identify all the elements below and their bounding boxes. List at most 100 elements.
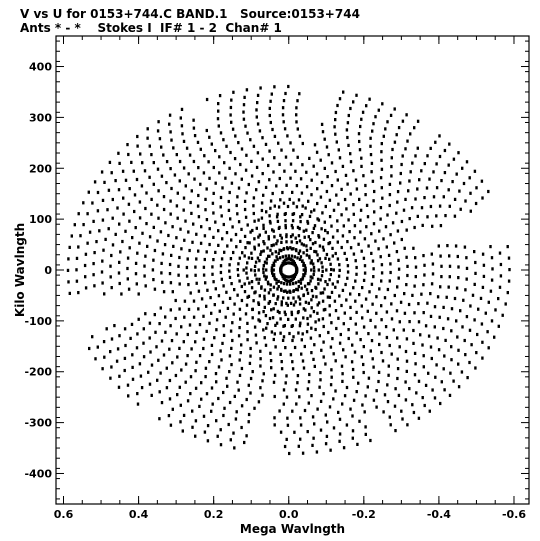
- uv-point: [213, 336, 216, 340]
- uv-point: [326, 231, 329, 235]
- uv-point: [257, 243, 260, 247]
- uv-point: [156, 167, 160, 171]
- uv-point: [173, 173, 177, 177]
- uv-point: [271, 264, 274, 268]
- uv-point: [439, 285, 442, 289]
- uv-point: [243, 290, 247, 294]
- uv-point: [228, 275, 232, 279]
- uv-point: [236, 380, 239, 384]
- uv-point: [268, 219, 272, 224]
- uv-point: [369, 318, 372, 322]
- uv-point: [262, 264, 265, 268]
- uv-point: [428, 409, 431, 413]
- uv-point: [263, 336, 266, 340]
- uv-point: [178, 179, 181, 183]
- uv-point: [98, 229, 101, 233]
- uv-point: [465, 266, 469, 270]
- uv-point: [124, 343, 127, 348]
- uv-point: [185, 274, 189, 278]
- uv-point: [194, 340, 197, 344]
- uv-point: [302, 268, 305, 272]
- uv-point: [233, 288, 236, 292]
- uv-point: [303, 264, 307, 268]
- uv-point: [292, 276, 295, 280]
- uv-point: [310, 193, 313, 197]
- uv-point: [270, 330, 274, 334]
- uv-point: [358, 148, 362, 152]
- uv-point: [414, 256, 417, 260]
- uv-point: [397, 126, 401, 130]
- uv-point: [409, 132, 412, 136]
- uv-point: [127, 152, 130, 157]
- uv-point: [118, 161, 121, 165]
- uv-point: [431, 262, 435, 266]
- uv-point: [355, 331, 358, 335]
- uv-point: [222, 390, 225, 395]
- uv-point: [306, 430, 309, 434]
- uv-point: [281, 255, 285, 259]
- uv-point: [401, 417, 404, 421]
- uv-point: [362, 345, 365, 349]
- uv-point: [285, 282, 289, 286]
- uv-point: [370, 232, 373, 236]
- uv-point: [267, 163, 270, 168]
- uv-point: [347, 218, 350, 222]
- uv-point: [355, 390, 358, 394]
- uv-point: [349, 192, 352, 196]
- uv-point: [432, 195, 436, 199]
- uv-point: [279, 198, 282, 202]
- uv-point: [303, 344, 306, 349]
- uv-point: [187, 172, 190, 176]
- uv-point: [289, 246, 292, 250]
- uv-point: [322, 392, 325, 396]
- uv-point: [75, 268, 78, 272]
- uv-point: [148, 175, 151, 179]
- uv-point: [243, 199, 247, 203]
- uv-point: [137, 317, 140, 321]
- uv-point: [349, 407, 352, 411]
- uv-point: [474, 271, 477, 275]
- uv-point: [160, 145, 163, 149]
- uv-point: [246, 338, 249, 342]
- uv-point: [374, 115, 377, 119]
- uv-point: [352, 252, 356, 256]
- uv-point: [144, 312, 147, 316]
- uv-point: [457, 276, 460, 280]
- uv-point: [287, 254, 290, 258]
- uv-point: [176, 191, 179, 195]
- uv-point: [184, 380, 187, 384]
- uv-point: [447, 285, 450, 289]
- uv-point: [229, 217, 232, 221]
- uv-point: [272, 263, 276, 267]
- uv-point: [70, 234, 73, 238]
- uv-point: [428, 177, 431, 181]
- uv-point: [277, 251, 280, 255]
- uv-point: [251, 370, 254, 374]
- uv-point: [203, 154, 206, 158]
- uv-point: [438, 154, 442, 159]
- uv-point: [292, 260, 295, 264]
- uv-point: [102, 248, 105, 252]
- uv-point: [379, 255, 382, 259]
- uv-point: [360, 304, 363, 308]
- uv-point: [353, 224, 357, 228]
- uv-point: [147, 370, 150, 374]
- uv-point: [272, 337, 275, 342]
- uv-point: [285, 240, 288, 244]
- uv-point: [437, 348, 441, 352]
- uv-point: [390, 317, 394, 321]
- y-tick-label: -100: [24, 315, 52, 328]
- uv-point: [421, 396, 424, 400]
- uv-point: [318, 385, 321, 389]
- uv-point: [222, 333, 226, 337]
- uv-point: [101, 281, 104, 285]
- uv-point: [195, 360, 198, 364]
- uv-point: [93, 251, 96, 255]
- uv-point: [395, 211, 398, 215]
- uv-point: [249, 376, 253, 381]
- uv-point: [261, 157, 264, 161]
- uv-point: [435, 214, 438, 218]
- uv-point: [283, 169, 286, 173]
- uv-point: [222, 222, 225, 227]
- uv-point: [117, 385, 121, 389]
